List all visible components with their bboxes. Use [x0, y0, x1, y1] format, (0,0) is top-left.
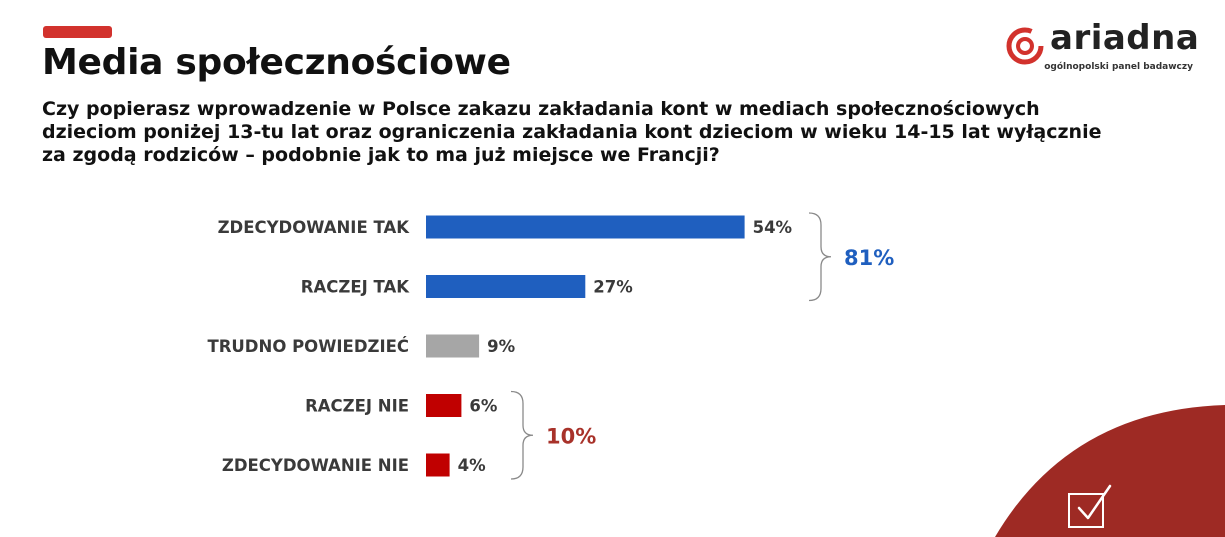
- value-label: 6%: [469, 397, 497, 416]
- category-label: ZDECYDOWANIE TAK: [218, 218, 411, 237]
- bar: [426, 275, 586, 298]
- category-label: RACZEJ TAK: [301, 278, 410, 297]
- spiral-logo-icon: [1006, 27, 1044, 65]
- logo-tagline: ogólnopolski panel badawczy: [1044, 62, 1193, 72]
- bar: [426, 215, 745, 239]
- logo-wordmark: ariadna: [1050, 18, 1200, 58]
- ariadna-logo: ariadna ogólnopolski panel badawczy: [1004, 18, 1199, 80]
- bar: [426, 453, 450, 477]
- bar-chart: ZDECYDOWANIE TAK 54% RACZEJ TAK 27% TRUDNO P…: [207, 212, 894, 480]
- value-label: 54%: [753, 218, 793, 237]
- value-label: 9%: [487, 337, 515, 356]
- category-label: TRUDNO POWIEDZIEĆ: [207, 337, 409, 356]
- group-brace: [808, 212, 832, 302]
- page-title: Media społecznościowe: [42, 42, 511, 83]
- group-total-label: 10%: [546, 424, 596, 448]
- value-label: 4%: [458, 456, 486, 475]
- group-brace: [510, 390, 534, 480]
- bar: [426, 334, 480, 358]
- category-label: RACZEJ NIE: [305, 397, 409, 416]
- survey-question: Czy popierasz wprowadzenie w Polsce zaka…: [42, 98, 1102, 166]
- group-total-label: 81%: [844, 246, 894, 270]
- bar: [426, 394, 462, 417]
- checkbox-icon: [1068, 484, 1112, 528]
- accent-bar: [43, 26, 112, 38]
- category-label: ZDECYDOWANIE NIE: [222, 456, 409, 475]
- value-label: 27%: [593, 278, 633, 297]
